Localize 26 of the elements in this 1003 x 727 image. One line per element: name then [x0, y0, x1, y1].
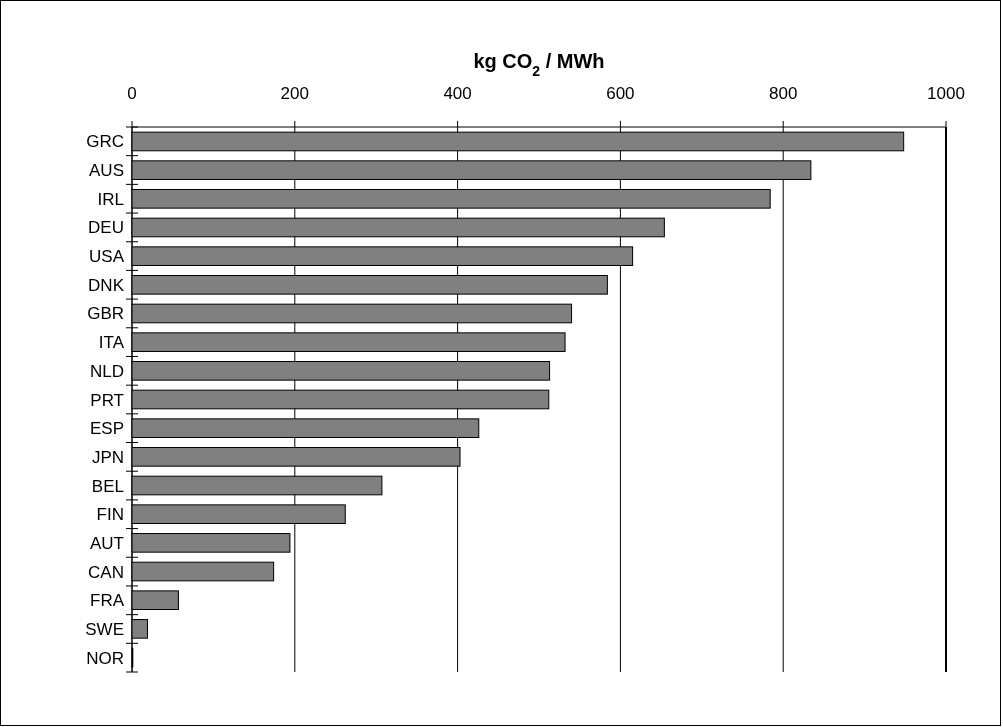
x-axis-title: kg CO$_{2}$ / MWh	[473, 50, 605, 79]
x-tick-label: 600	[606, 84, 635, 103]
y-tick-label: IRL	[97, 189, 124, 209]
y-tick-label: NLD	[89, 361, 124, 381]
x-tick-label: 200	[280, 84, 309, 103]
x-tick-label: 1000	[927, 84, 965, 103]
y-tick-label: AUS	[89, 161, 124, 181]
y-tick-label: JPN	[91, 447, 124, 467]
y-tick-label: DNK	[88, 275, 125, 295]
x-tick-label: 800	[769, 84, 798, 103]
y-tick-label: FRA	[90, 591, 125, 611]
y-tick-label: GBR	[87, 304, 124, 324]
y-tick-label: AUT	[90, 533, 124, 553]
y-tick-label: NOR	[86, 648, 124, 668]
y-tick-label: DEU	[88, 218, 124, 238]
y-tick-label: FIN	[96, 505, 124, 525]
y-tick-label: GRC	[86, 132, 124, 152]
x-tick-label: 400	[443, 84, 472, 103]
y-tick-label: USA	[89, 247, 125, 267]
x-tick-label: 0	[127, 84, 137, 103]
y-tick-label: ESP	[89, 419, 124, 439]
y-tick-label: PRT	[90, 390, 124, 410]
y-tick-label: BEL	[91, 476, 124, 496]
y-tick-label: CAN	[88, 562, 124, 582]
y-tick-label: ITA	[98, 333, 125, 353]
y-tick-label: SWE	[85, 619, 124, 639]
